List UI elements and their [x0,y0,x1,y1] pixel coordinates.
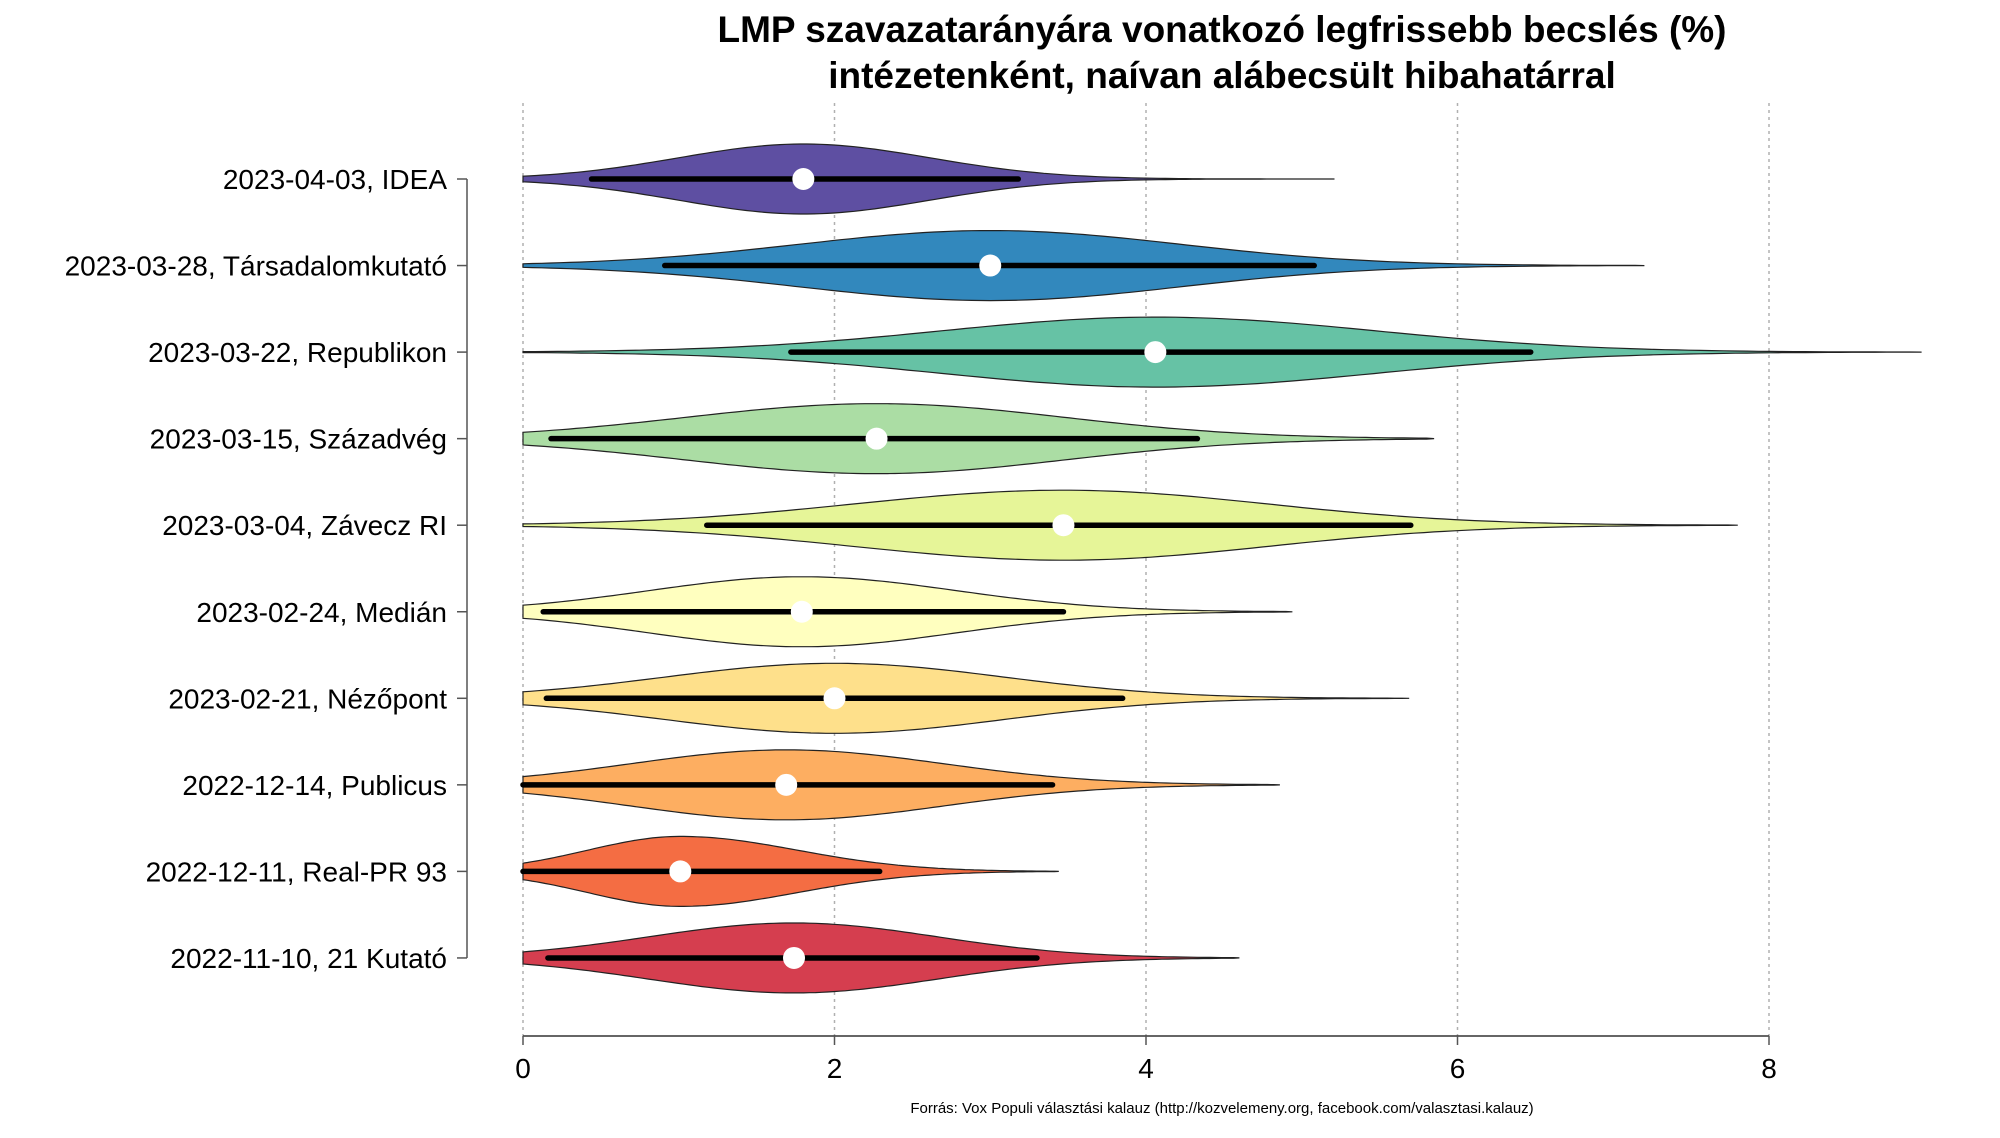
estimate-point [979,254,1002,277]
chart-subtitle: intézetenként, naívan alábecsült hibahat… [828,55,1616,96]
estimate-point [775,773,798,796]
violin-group [522,403,1435,475]
estimate-point [669,860,692,883]
y-tick-label: 2022-12-11, Real-PR 93 [146,856,447,887]
violin-group [522,316,1922,388]
violin-group [522,662,1410,734]
y-tick-label: 2023-03-15, Századvég [150,424,447,455]
y-tick-label: 2023-03-28, Társadalomkutató [65,251,447,282]
violin-group [522,143,1335,215]
violin-group [522,576,1293,648]
violins [520,143,1922,994]
y-axis: 2023-04-03, IDEA 2023-03-28, Társadalomku… [65,164,468,974]
x-tick-label: 2 [827,1053,843,1084]
estimate-point [790,600,813,623]
x-tick-label: 4 [1138,1053,1154,1084]
x-tick-label: 0 [515,1053,531,1084]
y-tick-label: 2023-02-21, Nézőpont [168,683,447,714]
y-tick-label: 2022-11-10, 21 Kutató [170,943,447,974]
estimate-point [1144,341,1167,364]
estimate-point [792,168,815,190]
estimate-point [823,687,846,710]
estimate-point [865,427,888,450]
x-axis: 0 2 4 6 8 [515,1035,1777,1084]
violin-group [522,489,1738,561]
y-tick-label: 2023-02-24, Medián [196,597,447,628]
estimate-point [783,946,806,969]
violin-group [522,922,1240,994]
y-tick-label: 2022-12-14, Publicus [182,770,447,801]
violin-group [522,230,1645,302]
x-tick-label: 6 [1450,1053,1466,1084]
violin-group [520,749,1280,821]
source-note: Forrás: Vox Populi választási kalauz (ht… [910,1100,1533,1117]
y-tick-label: 2023-03-22, Republikon [148,337,447,368]
x-tick-label: 8 [1761,1053,1777,1084]
y-tick-label: 2023-04-03, IDEA [223,164,447,195]
violin-group [520,835,1059,907]
chart-title: LMP szavazatarányára vonatkozó legfrisse… [718,9,1727,50]
y-tick-label: 2023-03-04, Závecz RI [162,510,447,541]
estimate-point [1052,514,1075,537]
